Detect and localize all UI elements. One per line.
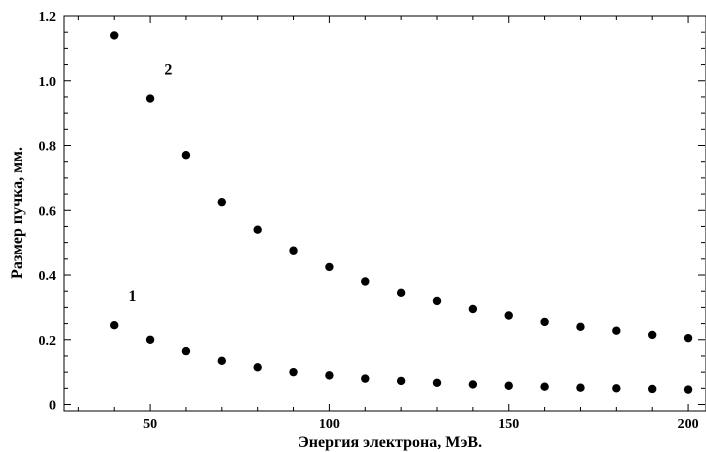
data-point-series-1 — [253, 363, 262, 372]
data-point-series-1 — [576, 383, 585, 392]
y-tick-label: 1.2 — [39, 10, 57, 25]
data-point-series-2 — [504, 311, 513, 320]
x-tick-label: 150 — [498, 417, 519, 432]
data-point-series-2 — [289, 246, 298, 255]
series-label: 1 — [129, 288, 137, 305]
series-label: 2 — [164, 61, 172, 78]
data-point-series-1 — [504, 381, 513, 390]
y-tick-label: 0.4 — [39, 269, 57, 284]
data-point-series-2 — [253, 225, 262, 234]
data-point-series-2 — [468, 304, 478, 314]
x-tick-label: 100 — [319, 417, 340, 432]
data-point-series-1 — [648, 384, 657, 394]
plot-frame — [63, 15, 706, 412]
data-point-series-2 — [145, 94, 155, 103]
data-point-series-2 — [576, 322, 585, 332]
data-point-series-2 — [361, 277, 370, 286]
series-labels: 21 — [129, 61, 173, 305]
data-point-series-2 — [540, 317, 549, 327]
data-point-series-1 — [396, 376, 406, 386]
x-axis-title: Энергия электрона, МэВ. — [298, 434, 482, 451]
y-tick-label: 0 — [49, 399, 56, 414]
y-tick-label: 1.0 — [39, 75, 57, 90]
data-point-series-1 — [540, 382, 549, 391]
y-axis-title: Размер пучка, мм. — [9, 147, 26, 279]
data-point-series-1 — [181, 346, 191, 356]
data-point-series-2 — [612, 326, 621, 335]
data-point-series-1 — [361, 374, 370, 383]
data-point-series-1 — [325, 371, 334, 380]
data-point-series-2 — [110, 31, 119, 40]
data-point-series-2 — [217, 197, 227, 207]
data-point-series-2 — [432, 296, 442, 306]
data-points — [110, 31, 693, 394]
data-point-series-2 — [181, 151, 191, 160]
x-tick-label: 200 — [678, 417, 699, 432]
y-tick-label: 0.6 — [39, 204, 57, 219]
data-point-series-1 — [683, 385, 693, 394]
data-point-series-1 — [217, 356, 227, 366]
data-point-series-1 — [145, 335, 155, 344]
data-point-series-2 — [648, 330, 657, 340]
data-point-series-1 — [468, 380, 478, 389]
data-point-series-2 — [325, 262, 334, 272]
data-point-series-1 — [432, 378, 442, 388]
tick-labels: 50 100 150 200 0 0.2 0.4 0.6 0.8 1.0 1.2 — [39, 10, 699, 432]
data-point-series-1 — [612, 384, 621, 393]
data-point-series-1 — [110, 321, 119, 330]
x-tick-label: 50 — [143, 417, 157, 432]
data-point-series-2 — [683, 333, 693, 343]
y-tick-label: 0.2 — [39, 334, 57, 349]
data-point-series-2 — [396, 288, 406, 298]
y-tick-label: 0.8 — [39, 140, 57, 155]
data-point-series-1 — [289, 367, 298, 377]
tick-marks — [64, 15, 705, 411]
